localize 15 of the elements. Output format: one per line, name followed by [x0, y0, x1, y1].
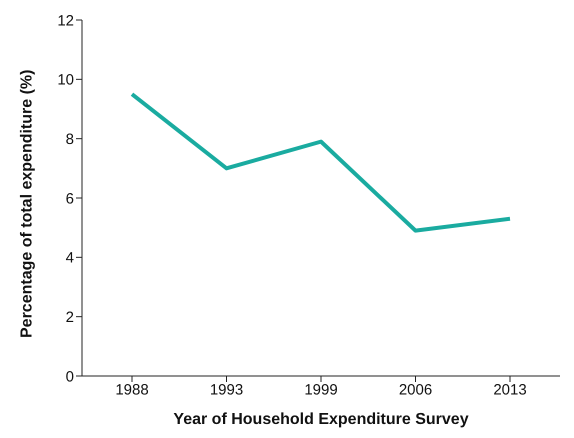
- y-tick-label: 10: [57, 72, 74, 89]
- x-tick-label: 1988: [115, 382, 149, 399]
- y-tick-label: 6: [66, 190, 74, 208]
- x-tick-label: 1993: [210, 382, 244, 399]
- x-tick-label: 2013: [493, 382, 527, 399]
- y-tick-label: 2: [66, 308, 74, 326]
- y-tick-label: 12: [57, 12, 74, 30]
- x-tick-label: 1999: [304, 382, 338, 399]
- y-tick-label: 4: [66, 250, 74, 267]
- y-axis-title: Percentage of total expenditure (%): [18, 70, 36, 338]
- y-tick-label: 0: [66, 368, 74, 386]
- line-series: [130, 92, 512, 233]
- x-axis-title: Year of Household Expenditure Survey: [173, 411, 469, 428]
- x-tick-label: 2006: [398, 382, 432, 399]
- y-tick-label: 8: [66, 130, 74, 148]
